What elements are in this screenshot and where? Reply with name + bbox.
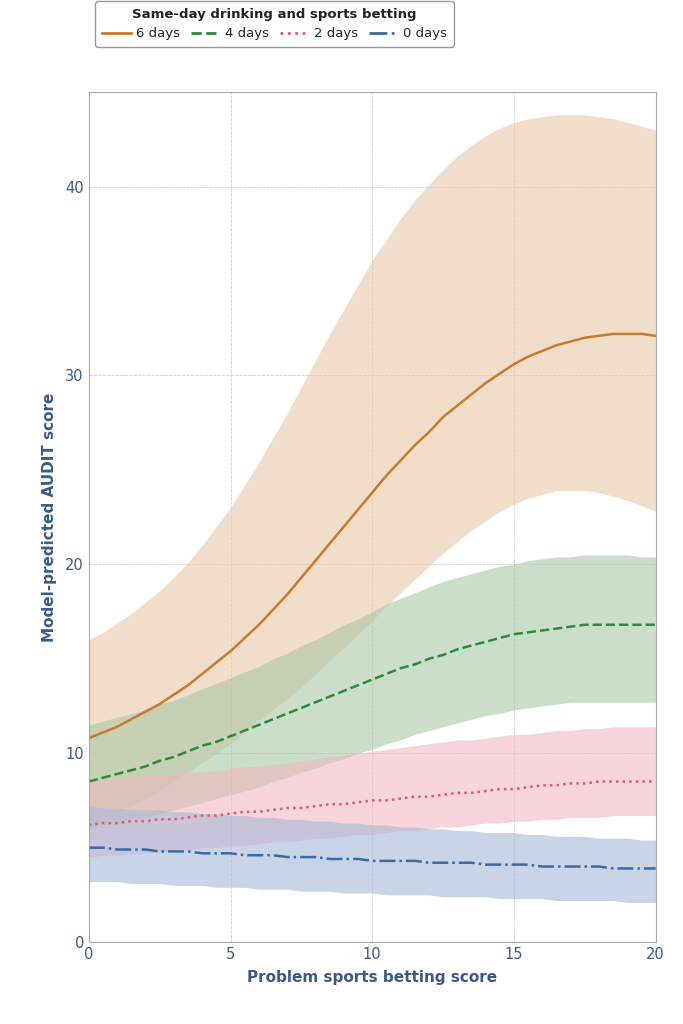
Y-axis label: Model-predicted AUDIT score: Model-predicted AUDIT score — [42, 392, 57, 642]
Legend: 6 days, 4 days, 2 days, 0 days: 6 days, 4 days, 2 days, 0 days — [96, 1, 454, 47]
X-axis label: Problem sports betting score: Problem sports betting score — [247, 971, 497, 985]
